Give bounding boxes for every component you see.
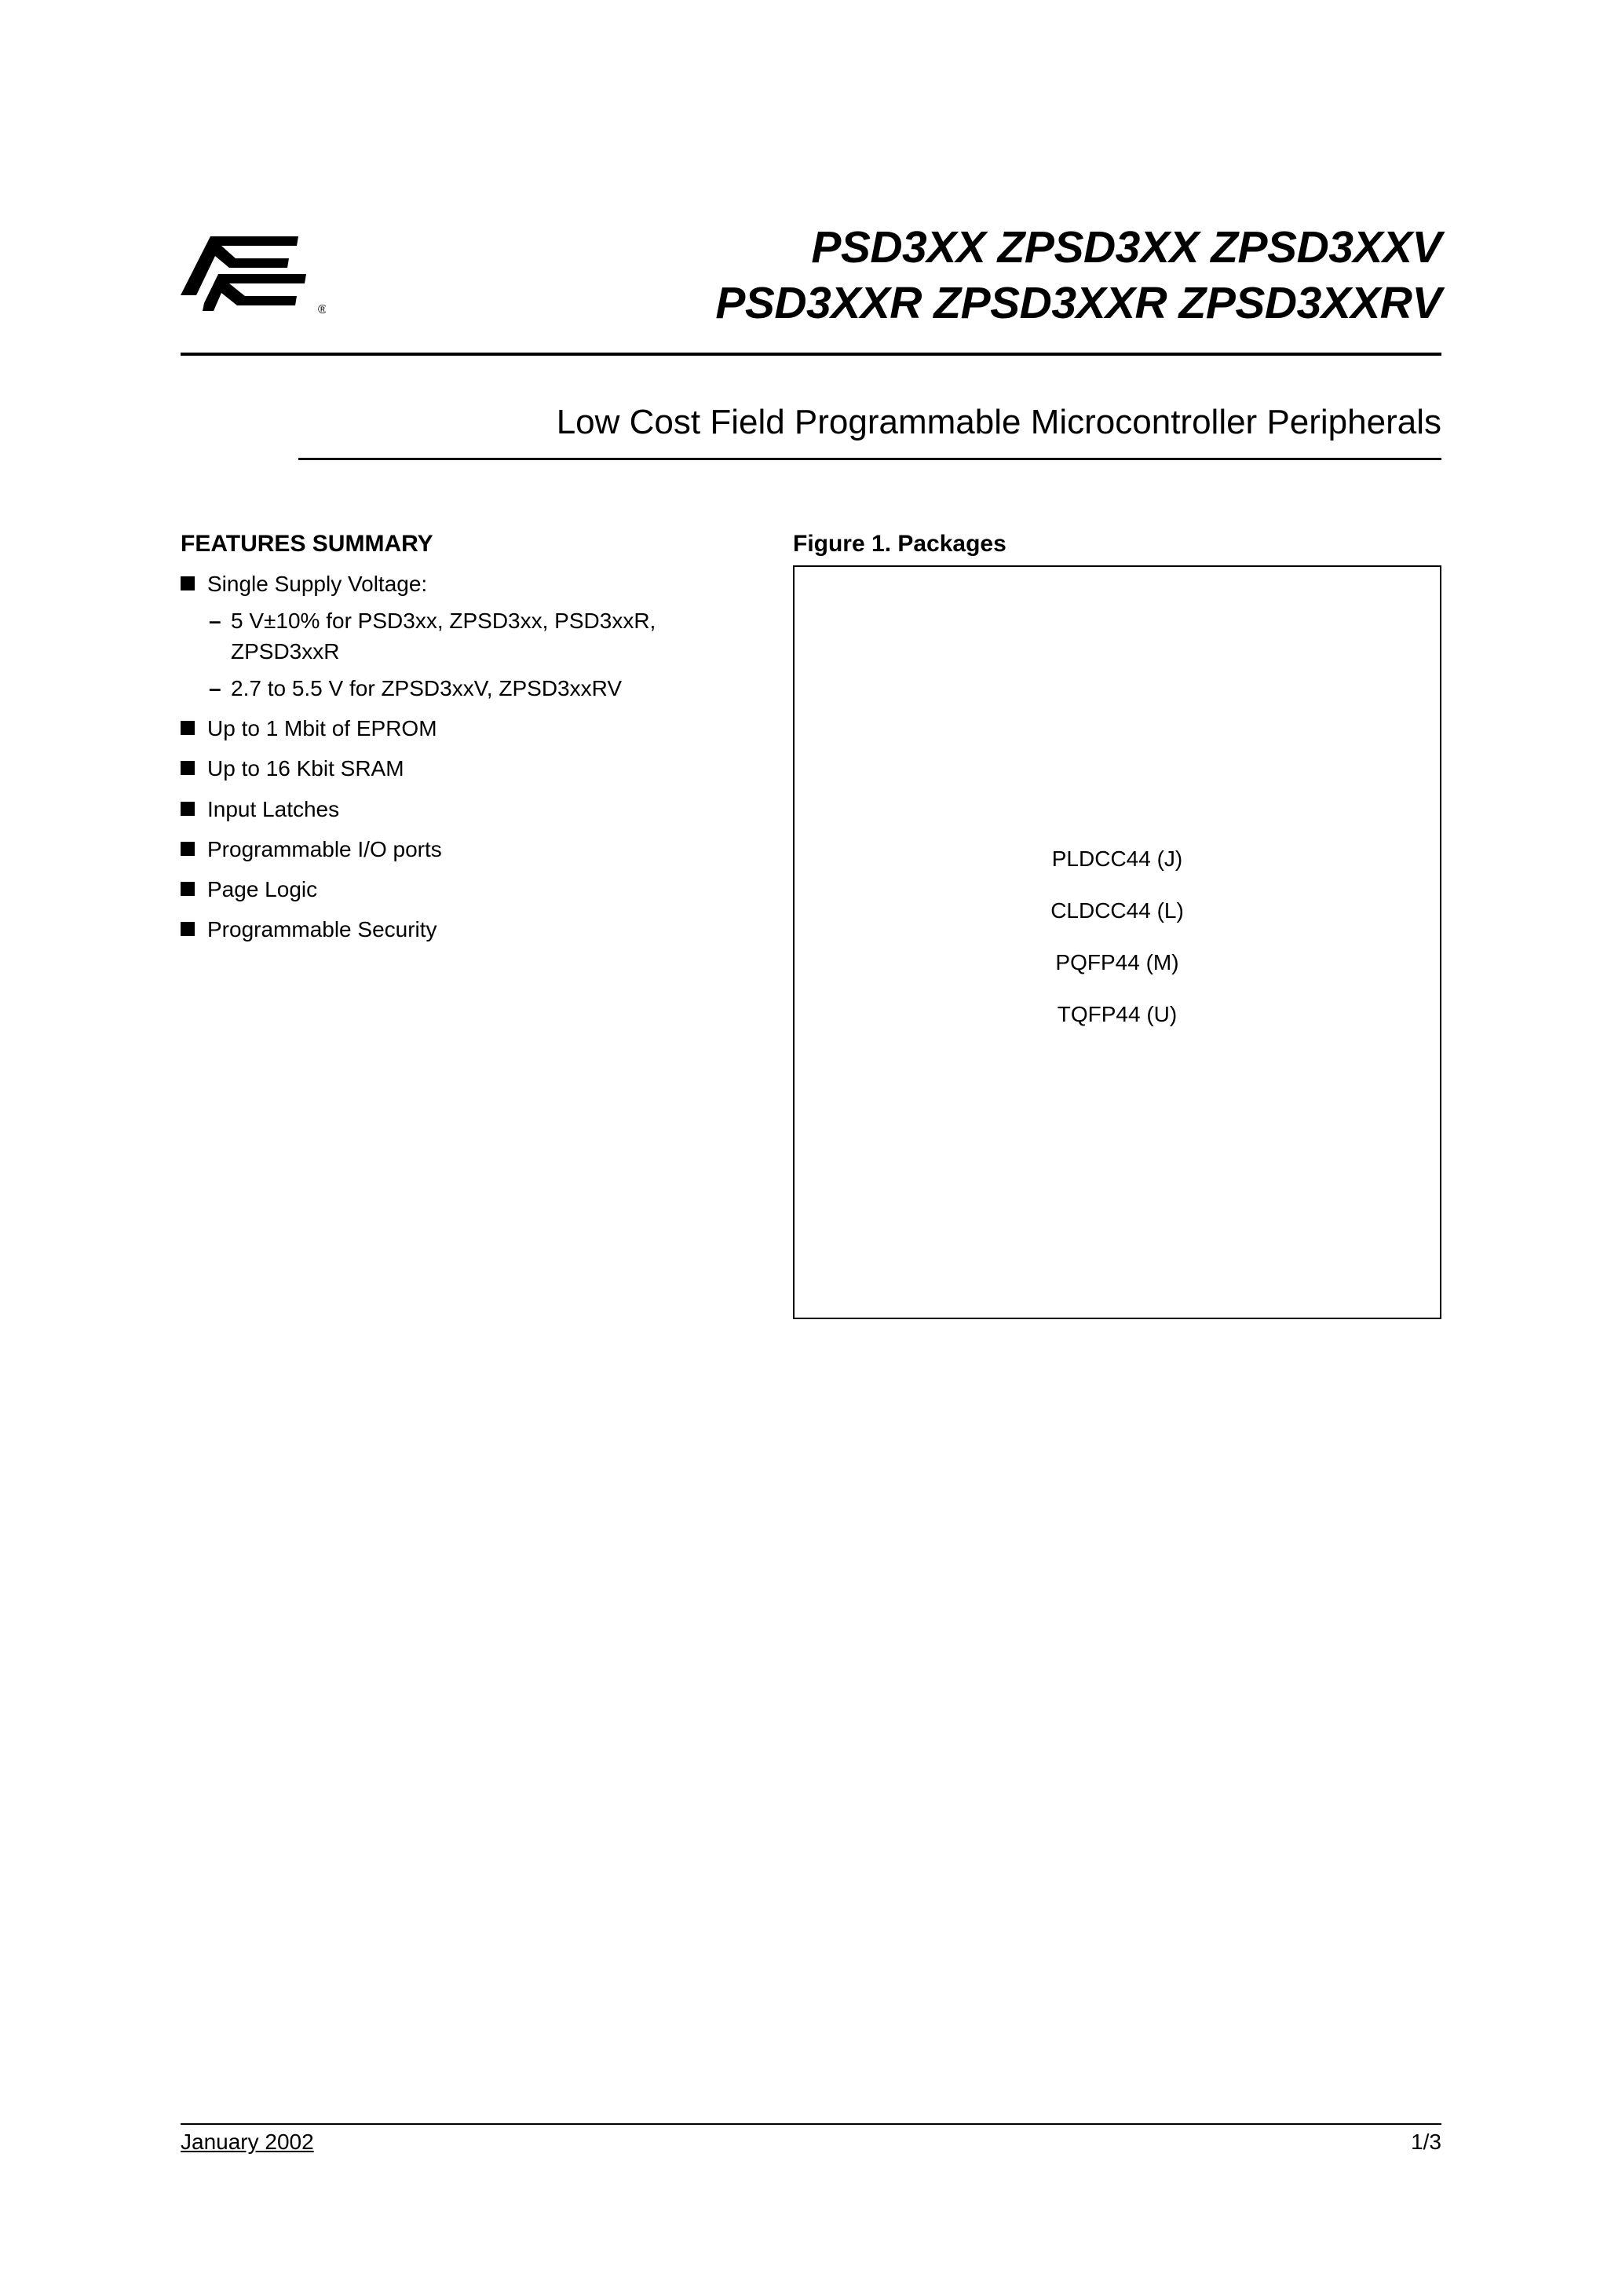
footer-date: January 2002 (181, 2130, 314, 2155)
feature-list: Single Supply Voltage: 5 V±10% for PSD3x… (181, 569, 762, 945)
features-column: FEATURES SUMMARY Single Supply Voltage: … (181, 531, 762, 1319)
svg-text:®: ® (318, 303, 326, 316)
packages-list: PLDCC44 (J) CLDCC44 (L) PQFP44 (M) TQFP4… (1050, 846, 1184, 1054)
feature-sub-item: 2.7 to 5.5 V for ZPSD3xxV, ZPSD3xxRV (207, 673, 762, 704)
feature-item: Programmable Security (181, 914, 762, 945)
st-logo: ® (181, 229, 326, 323)
package-line: CLDCC44 (L) (1050, 898, 1184, 923)
page-footer: January 2002 1/3 (181, 2123, 1441, 2155)
feature-item: Page Logic (181, 874, 762, 905)
feature-item: Up to 1 Mbit of EPROM (181, 713, 762, 744)
figure-box: PLDCC44 (J) CLDCC44 (L) PQFP44 (M) TQFP4… (793, 565, 1441, 1319)
package-line: PLDCC44 (J) (1050, 846, 1184, 872)
figure-column: Figure 1. Packages PLDCC44 (J) CLDCC44 (… (793, 531, 1441, 1319)
feature-sub-list: 5 V±10% for PSD3xx, ZPSD3xx, PSD3xxR, ZP… (207, 605, 762, 704)
package-line: PQFP44 (M) (1050, 950, 1184, 975)
features-heading: FEATURES SUMMARY (181, 531, 762, 558)
feature-item: Input Latches (181, 794, 762, 824)
feature-sub-item: 5 V±10% for PSD3xx, ZPSD3xx, PSD3xxR, ZP… (207, 605, 762, 667)
subtitle-wrap: Low Cost Field Programmable Microcontrol… (298, 403, 1441, 460)
feature-text: Single Supply Voltage: (207, 572, 427, 596)
package-line: TQFP44 (U) (1050, 1002, 1184, 1027)
figure-title: Figure 1. Packages (793, 531, 1441, 558)
title-block: PSD3XX ZPSD3XX ZPSD3XXV PSD3XXR ZPSD3XXR… (326, 220, 1441, 332)
subtitle: Low Cost Field Programmable Microcontrol… (298, 403, 1441, 442)
feature-item: Programmable I/O ports (181, 834, 762, 865)
feature-item: Single Supply Voltage: 5 V±10% for PSD3x… (181, 569, 762, 704)
footer-page-number: 1/3 (1411, 2130, 1441, 2155)
header-row: ® PSD3XX ZPSD3XX ZPSD3XXV PSD3XXR ZPSD3X… (181, 220, 1441, 356)
title-line-2: PSD3XXR ZPSD3XXR ZPSD3XXRV (326, 276, 1441, 331)
content-row: FEATURES SUMMARY Single Supply Voltage: … (181, 531, 1441, 1319)
title-line-1: PSD3XX ZPSD3XX ZPSD3XXV (326, 220, 1441, 276)
feature-item: Up to 16 Kbit SRAM (181, 753, 762, 784)
